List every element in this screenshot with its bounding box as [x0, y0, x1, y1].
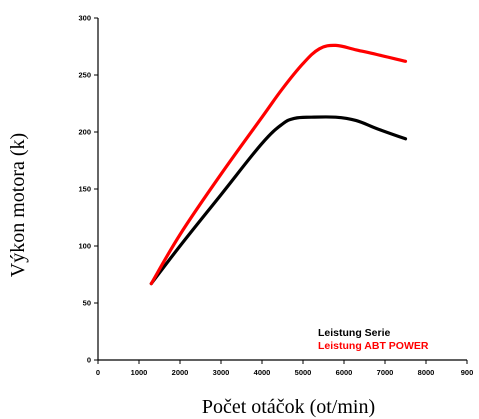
- axes: [97, 18, 467, 361]
- x-tick-label: 7000: [377, 368, 394, 377]
- x-tick-label: 4000: [254, 368, 271, 377]
- y-tick-label: 0: [87, 356, 91, 365]
- x-tick-label: 1000: [131, 368, 148, 377]
- y-tick-label: 250: [78, 71, 91, 80]
- x-tick-label: 0: [96, 368, 100, 377]
- series-lines: [149, 43, 408, 286]
- y-tick-label: 200: [78, 128, 91, 137]
- y-tick-label: 100: [78, 242, 91, 251]
- x-tick-label: 6000: [336, 368, 353, 377]
- y-tick-label: 150: [78, 185, 91, 194]
- x-tick-label: 2000: [172, 368, 189, 377]
- y-tick-label: 300: [78, 14, 91, 23]
- series-line-1: [149, 115, 408, 286]
- x-tick-label: 5000: [295, 368, 312, 377]
- legend-entry-1: Leistung Serie: [318, 327, 391, 339]
- y-tick-label: 50: [83, 299, 91, 308]
- x-axis-title: Počet otáčok (ot/min): [202, 396, 375, 418]
- legend-entry-2: Leistung ABT POWER: [318, 340, 429, 352]
- x-tick-label: 8000: [418, 368, 435, 377]
- series-line-2: [149, 43, 408, 286]
- y-axis-title: Výkon motora (k): [7, 133, 29, 277]
- x-tick-label: 3000: [213, 368, 230, 377]
- x-tick-label: 900: [461, 368, 474, 377]
